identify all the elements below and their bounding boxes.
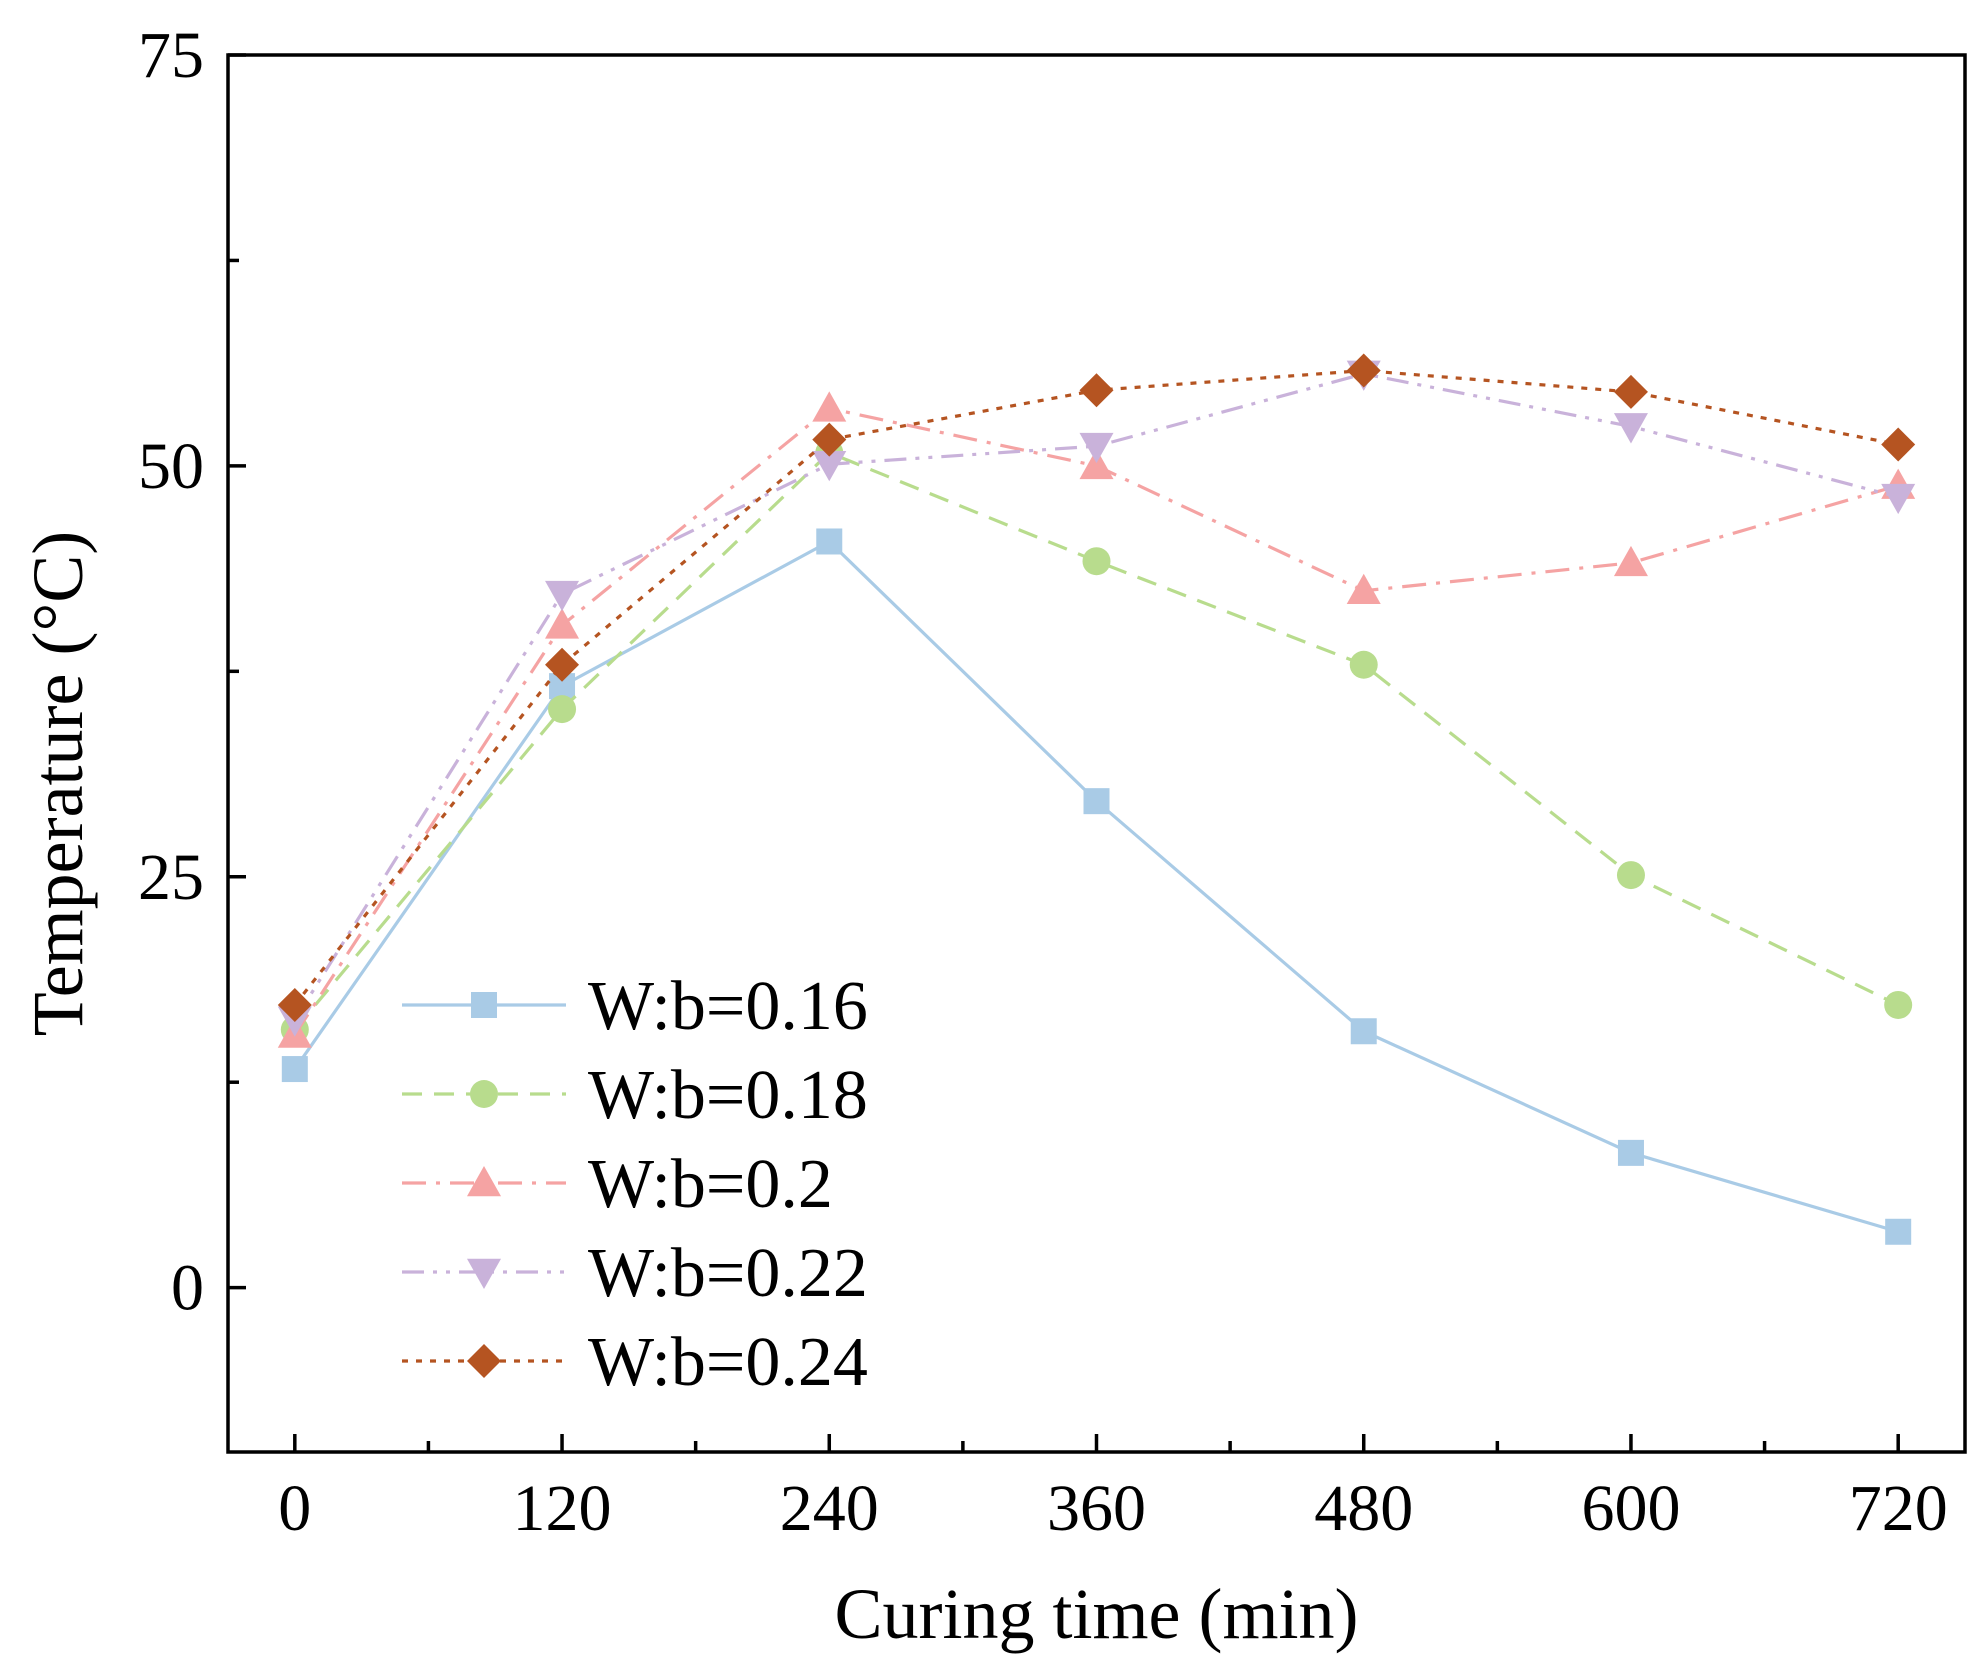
x-tick-label: 600 bbox=[1581, 1472, 1680, 1545]
legend-marker bbox=[467, 1344, 501, 1378]
x-tick-label: 240 bbox=[780, 1472, 879, 1545]
data-point bbox=[1350, 1018, 1377, 1045]
legend-item: W:b=0.16 bbox=[402, 968, 868, 1045]
x-axis-label: Curing time (min) bbox=[835, 1574, 1359, 1654]
data-point bbox=[1617, 1139, 1644, 1166]
y-tick-label: 75 bbox=[138, 19, 204, 92]
legend-item: W:b=0.18 bbox=[402, 1057, 868, 1134]
data-point bbox=[545, 647, 580, 682]
x-tick-label: 120 bbox=[513, 1472, 612, 1545]
legend: W:b=0.16 W:b=0.18 W:b=0.2 W:b=0.22 W:b=0.24 bbox=[402, 968, 868, 1401]
y-tick-label: 0 bbox=[171, 1252, 204, 1325]
y-tick-label: 50 bbox=[138, 430, 204, 503]
legend-label: W:b=0.24 bbox=[588, 1324, 868, 1401]
series-5 bbox=[277, 353, 1916, 1022]
data-point bbox=[1616, 861, 1645, 890]
legend-label: W:b=0.18 bbox=[588, 1057, 868, 1134]
data-point bbox=[1349, 650, 1378, 679]
y-axis-ticks: 0 25 50 75 bbox=[138, 19, 246, 1325]
legend-marker bbox=[470, 1080, 498, 1108]
legend-label: W:b=0.22 bbox=[588, 1235, 868, 1312]
data-point bbox=[1613, 545, 1648, 577]
legend-marker bbox=[467, 1258, 501, 1289]
series-layer bbox=[277, 353, 1916, 1245]
data-point bbox=[812, 422, 847, 457]
x-tick-label: 360 bbox=[1047, 1472, 1146, 1545]
x-axis-ticks: 0 120 240 360 480 600 720 bbox=[278, 1434, 1948, 1545]
data-point bbox=[1079, 373, 1114, 408]
legend-item: W:b=0.24 bbox=[402, 1324, 868, 1401]
data-point bbox=[277, 987, 312, 1022]
data-point bbox=[1613, 413, 1648, 444]
series-3 bbox=[277, 391, 1916, 1048]
data-point bbox=[1079, 448, 1114, 480]
x-tick-label: 720 bbox=[1849, 1472, 1948, 1545]
data-point bbox=[1079, 432, 1114, 464]
legend-marker bbox=[467, 1166, 501, 1197]
data-point bbox=[812, 391, 847, 422]
data-point bbox=[812, 450, 847, 482]
y-tick-label: 25 bbox=[138, 841, 204, 914]
data-point bbox=[1884, 990, 1913, 1019]
x-tick-label: 480 bbox=[1314, 1472, 1413, 1545]
x-tick-label: 0 bbox=[278, 1472, 311, 1545]
data-point bbox=[1082, 547, 1111, 576]
y-axis-label: Temperature (°C) bbox=[18, 531, 98, 1037]
legend-label: W:b=0.16 bbox=[588, 968, 868, 1045]
data-point bbox=[1346, 573, 1381, 605]
data-point bbox=[1083, 788, 1110, 815]
data-point bbox=[816, 528, 843, 555]
data-point bbox=[545, 580, 580, 612]
legend-item: W:b=0.2 bbox=[402, 1146, 833, 1223]
legend-marker bbox=[471, 992, 497, 1018]
data-point bbox=[1885, 1218, 1912, 1245]
legend-label: W:b=0.2 bbox=[588, 1146, 833, 1223]
data-point bbox=[1881, 427, 1916, 462]
data-point bbox=[545, 608, 580, 639]
data-point bbox=[1881, 483, 1916, 515]
data-point bbox=[281, 1056, 308, 1083]
data-point bbox=[1613, 374, 1648, 409]
data-point bbox=[1346, 353, 1381, 388]
data-point bbox=[548, 695, 577, 724]
legend-item: W:b=0.22 bbox=[402, 1235, 868, 1312]
